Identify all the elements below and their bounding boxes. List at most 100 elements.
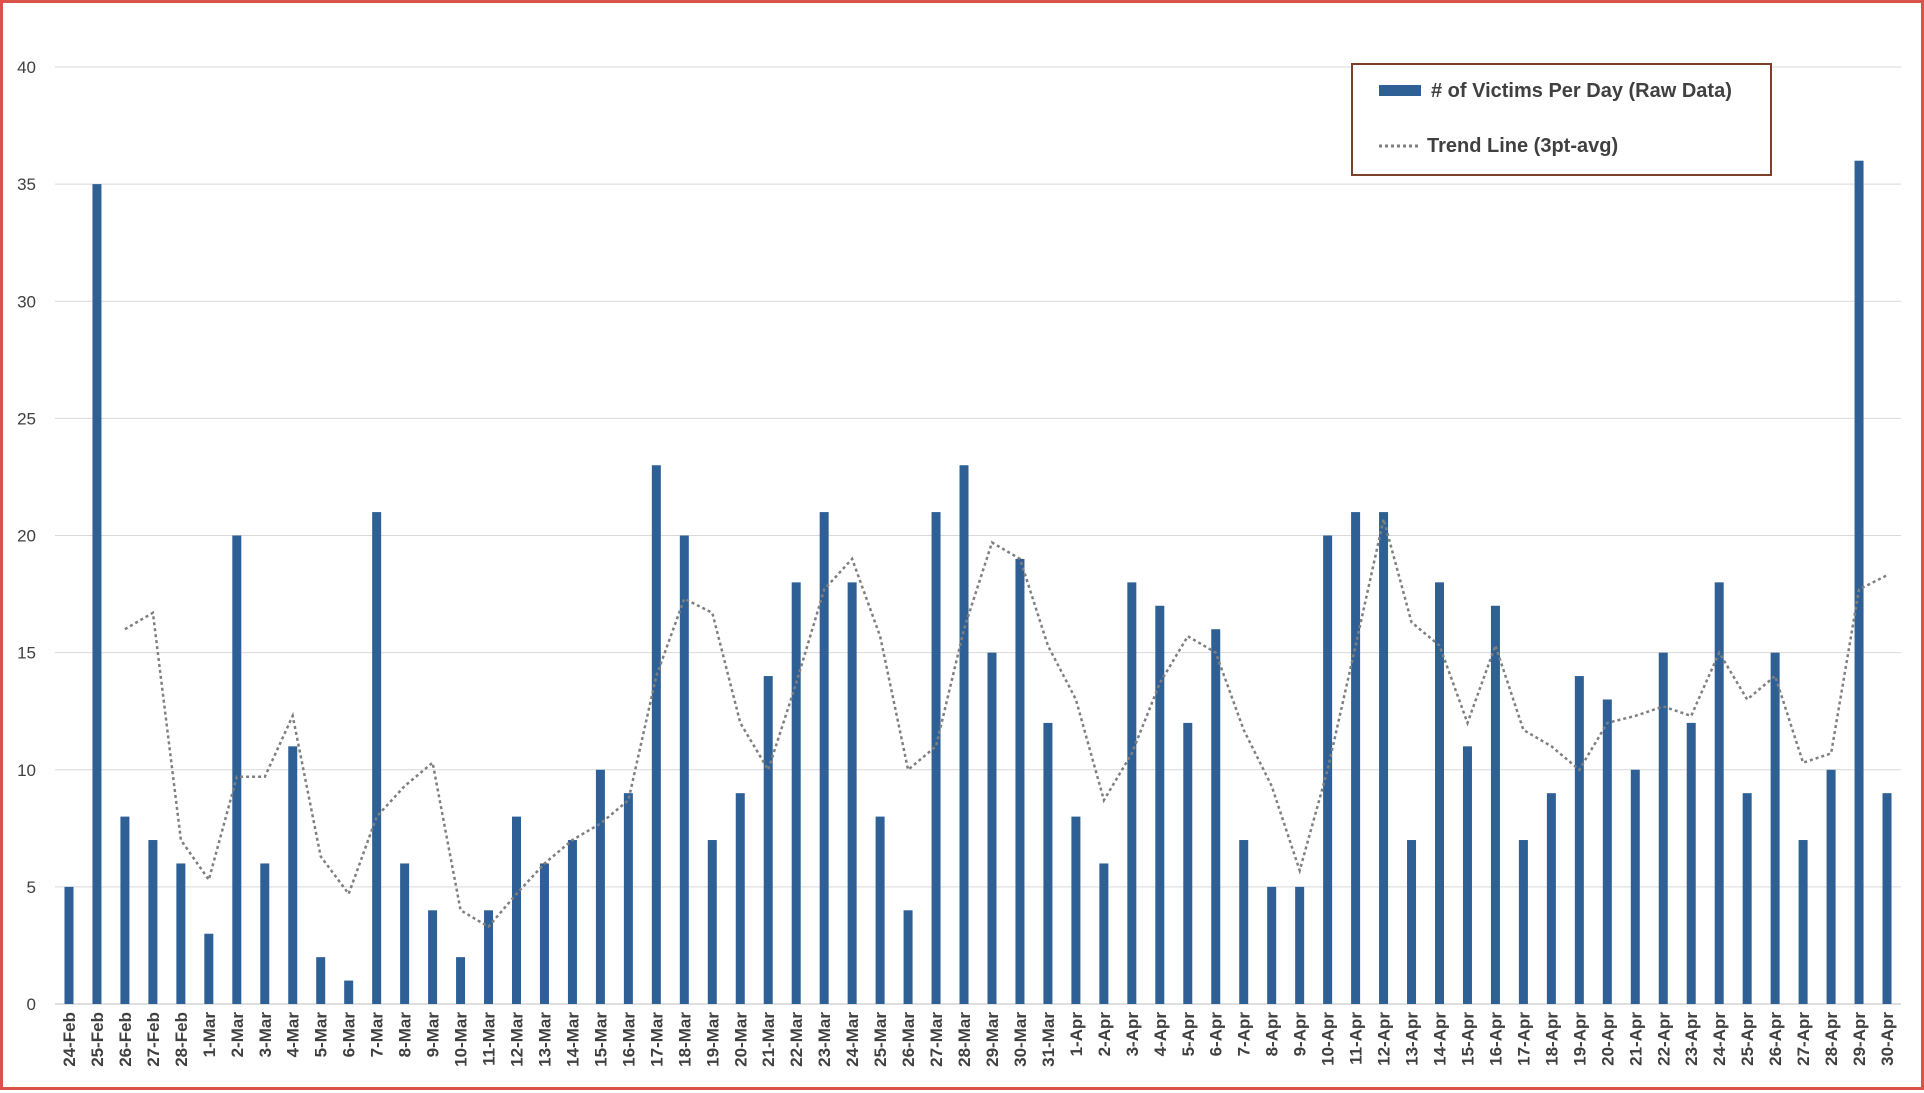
bar [1854, 160, 1864, 1004]
x-tick-label: 23-Apr [1682, 1012, 1701, 1066]
x-tick-label: 11-Mar [480, 1012, 499, 1066]
x-tick-label: 28-Feb [172, 1012, 191, 1067]
x-tick-label: 22-Apr [1654, 1012, 1673, 1066]
x-tick-label: 25-Mar [871, 1012, 890, 1067]
bar [567, 840, 577, 1004]
legend-bar-swatch [1379, 85, 1421, 96]
bar [1826, 769, 1836, 1004]
bar [120, 816, 130, 1004]
bar [400, 863, 410, 1004]
bar [1295, 886, 1305, 1004]
y-tick-label: 5 [27, 878, 36, 897]
x-tick-label: 26-Apr [1766, 1012, 1785, 1066]
x-tick-label: 11-Apr [1347, 1012, 1366, 1065]
legend-bar-label: # of Victims Per Day (Raw Data) [1431, 80, 1732, 102]
x-tick-label: 19-Mar [703, 1012, 722, 1067]
x-tick-label: 3-Apr [1123, 1012, 1142, 1057]
bar [1155, 605, 1165, 1004]
bar [819, 512, 829, 1004]
bar [1211, 629, 1221, 1004]
bar [1714, 582, 1724, 1004]
y-tick-label: 20 [17, 527, 36, 546]
y-axis-tick-labels: 0 5 10 15 20 25 30 35 40 [17, 58, 36, 1014]
trend-line [124, 518, 1888, 929]
bar [1379, 512, 1389, 1004]
bar [1323, 535, 1333, 1004]
bar [1602, 699, 1612, 1004]
bar [204, 933, 214, 1004]
x-tick-label: 26-Feb [116, 1012, 135, 1067]
x-tick-label: 8-Mar [396, 1012, 415, 1058]
x-tick-label: 24-Feb [60, 1012, 79, 1067]
x-tick-label: 31-Mar [1039, 1012, 1058, 1067]
y-tick-label: 0 [27, 995, 36, 1014]
x-tick-label: 9-Apr [1291, 1012, 1310, 1057]
bar [260, 863, 270, 1004]
gridlines [55, 66, 1901, 1005]
bar [1183, 722, 1193, 1004]
bar [1630, 769, 1640, 1004]
bar [92, 184, 102, 1004]
bar [1071, 816, 1081, 1004]
x-tick-label: 30-Mar [1011, 1012, 1030, 1067]
x-tick-label: 24-Mar [843, 1012, 862, 1067]
bar [512, 816, 521, 1004]
x-tick-label: 6-Mar [340, 1012, 359, 1058]
x-tick-label: 25-Feb [88, 1012, 107, 1067]
x-tick-label: 5-Mar [312, 1012, 331, 1058]
bar [1239, 840, 1249, 1004]
bar [176, 863, 186, 1004]
bar [232, 535, 242, 1004]
x-tick-label: 2-Apr [1095, 1012, 1114, 1057]
bar [1658, 652, 1668, 1004]
x-tick-label: 17-Mar [647, 1012, 666, 1067]
legend-line-label: Trend Line (3pt-avg) [1427, 135, 1618, 157]
x-tick-label: 1-Mar [200, 1012, 219, 1058]
x-tick-label: 3-Mar [256, 1012, 275, 1058]
bar-series [64, 160, 1892, 1005]
legend-box [1351, 63, 1772, 176]
x-tick-label: 13-Apr [1403, 1012, 1422, 1066]
x-tick-label: 28-Apr [1822, 1012, 1841, 1066]
bar [623, 793, 633, 1004]
trend-line-series [124, 518, 1888, 929]
y-tick-label: 30 [17, 292, 36, 311]
bar [875, 816, 885, 1004]
x-tick-label: 20-Mar [731, 1012, 750, 1067]
x-tick-label: 27-Feb [144, 1012, 163, 1067]
y-tick-label: 35 [17, 175, 36, 194]
bar [931, 512, 941, 1004]
x-tick-label: 15-Apr [1458, 1012, 1477, 1066]
x-tick-label: 18-Apr [1542, 1012, 1561, 1066]
x-tick-label: 15-Mar [591, 1012, 610, 1067]
bar [735, 793, 745, 1004]
y-tick-label: 10 [17, 761, 36, 780]
bar [1490, 605, 1500, 1004]
bar [484, 910, 494, 1004]
bar [148, 840, 158, 1004]
bar [1686, 722, 1696, 1004]
bar [707, 840, 717, 1004]
x-tick-label: 26-Mar [899, 1012, 918, 1067]
bar [1462, 746, 1472, 1004]
x-tick-label: 6-Apr [1207, 1012, 1226, 1057]
x-tick-label: 17-Apr [1514, 1012, 1533, 1066]
bar [679, 535, 689, 1004]
bar [344, 980, 354, 1004]
x-tick-label: 27-Mar [927, 1012, 946, 1067]
bar [1798, 840, 1808, 1004]
x-tick-label: 10-Mar [452, 1012, 471, 1067]
x-tick-label: 22-Mar [787, 1012, 806, 1067]
bar [64, 886, 74, 1004]
x-tick-label: 16-Mar [619, 1012, 638, 1067]
bar [1127, 582, 1137, 1004]
bar [1770, 652, 1780, 1004]
x-tick-label: 4-Apr [1151, 1012, 1170, 1057]
x-tick-label: 28-Mar [955, 1012, 974, 1067]
bar [1882, 793, 1892, 1004]
x-tick-label: 30-Apr [1878, 1012, 1897, 1066]
x-tick-label: 1-Apr [1067, 1012, 1086, 1057]
bar [1351, 512, 1361, 1004]
bar [372, 512, 382, 1004]
x-tick-label: 29-Apr [1850, 1012, 1869, 1066]
